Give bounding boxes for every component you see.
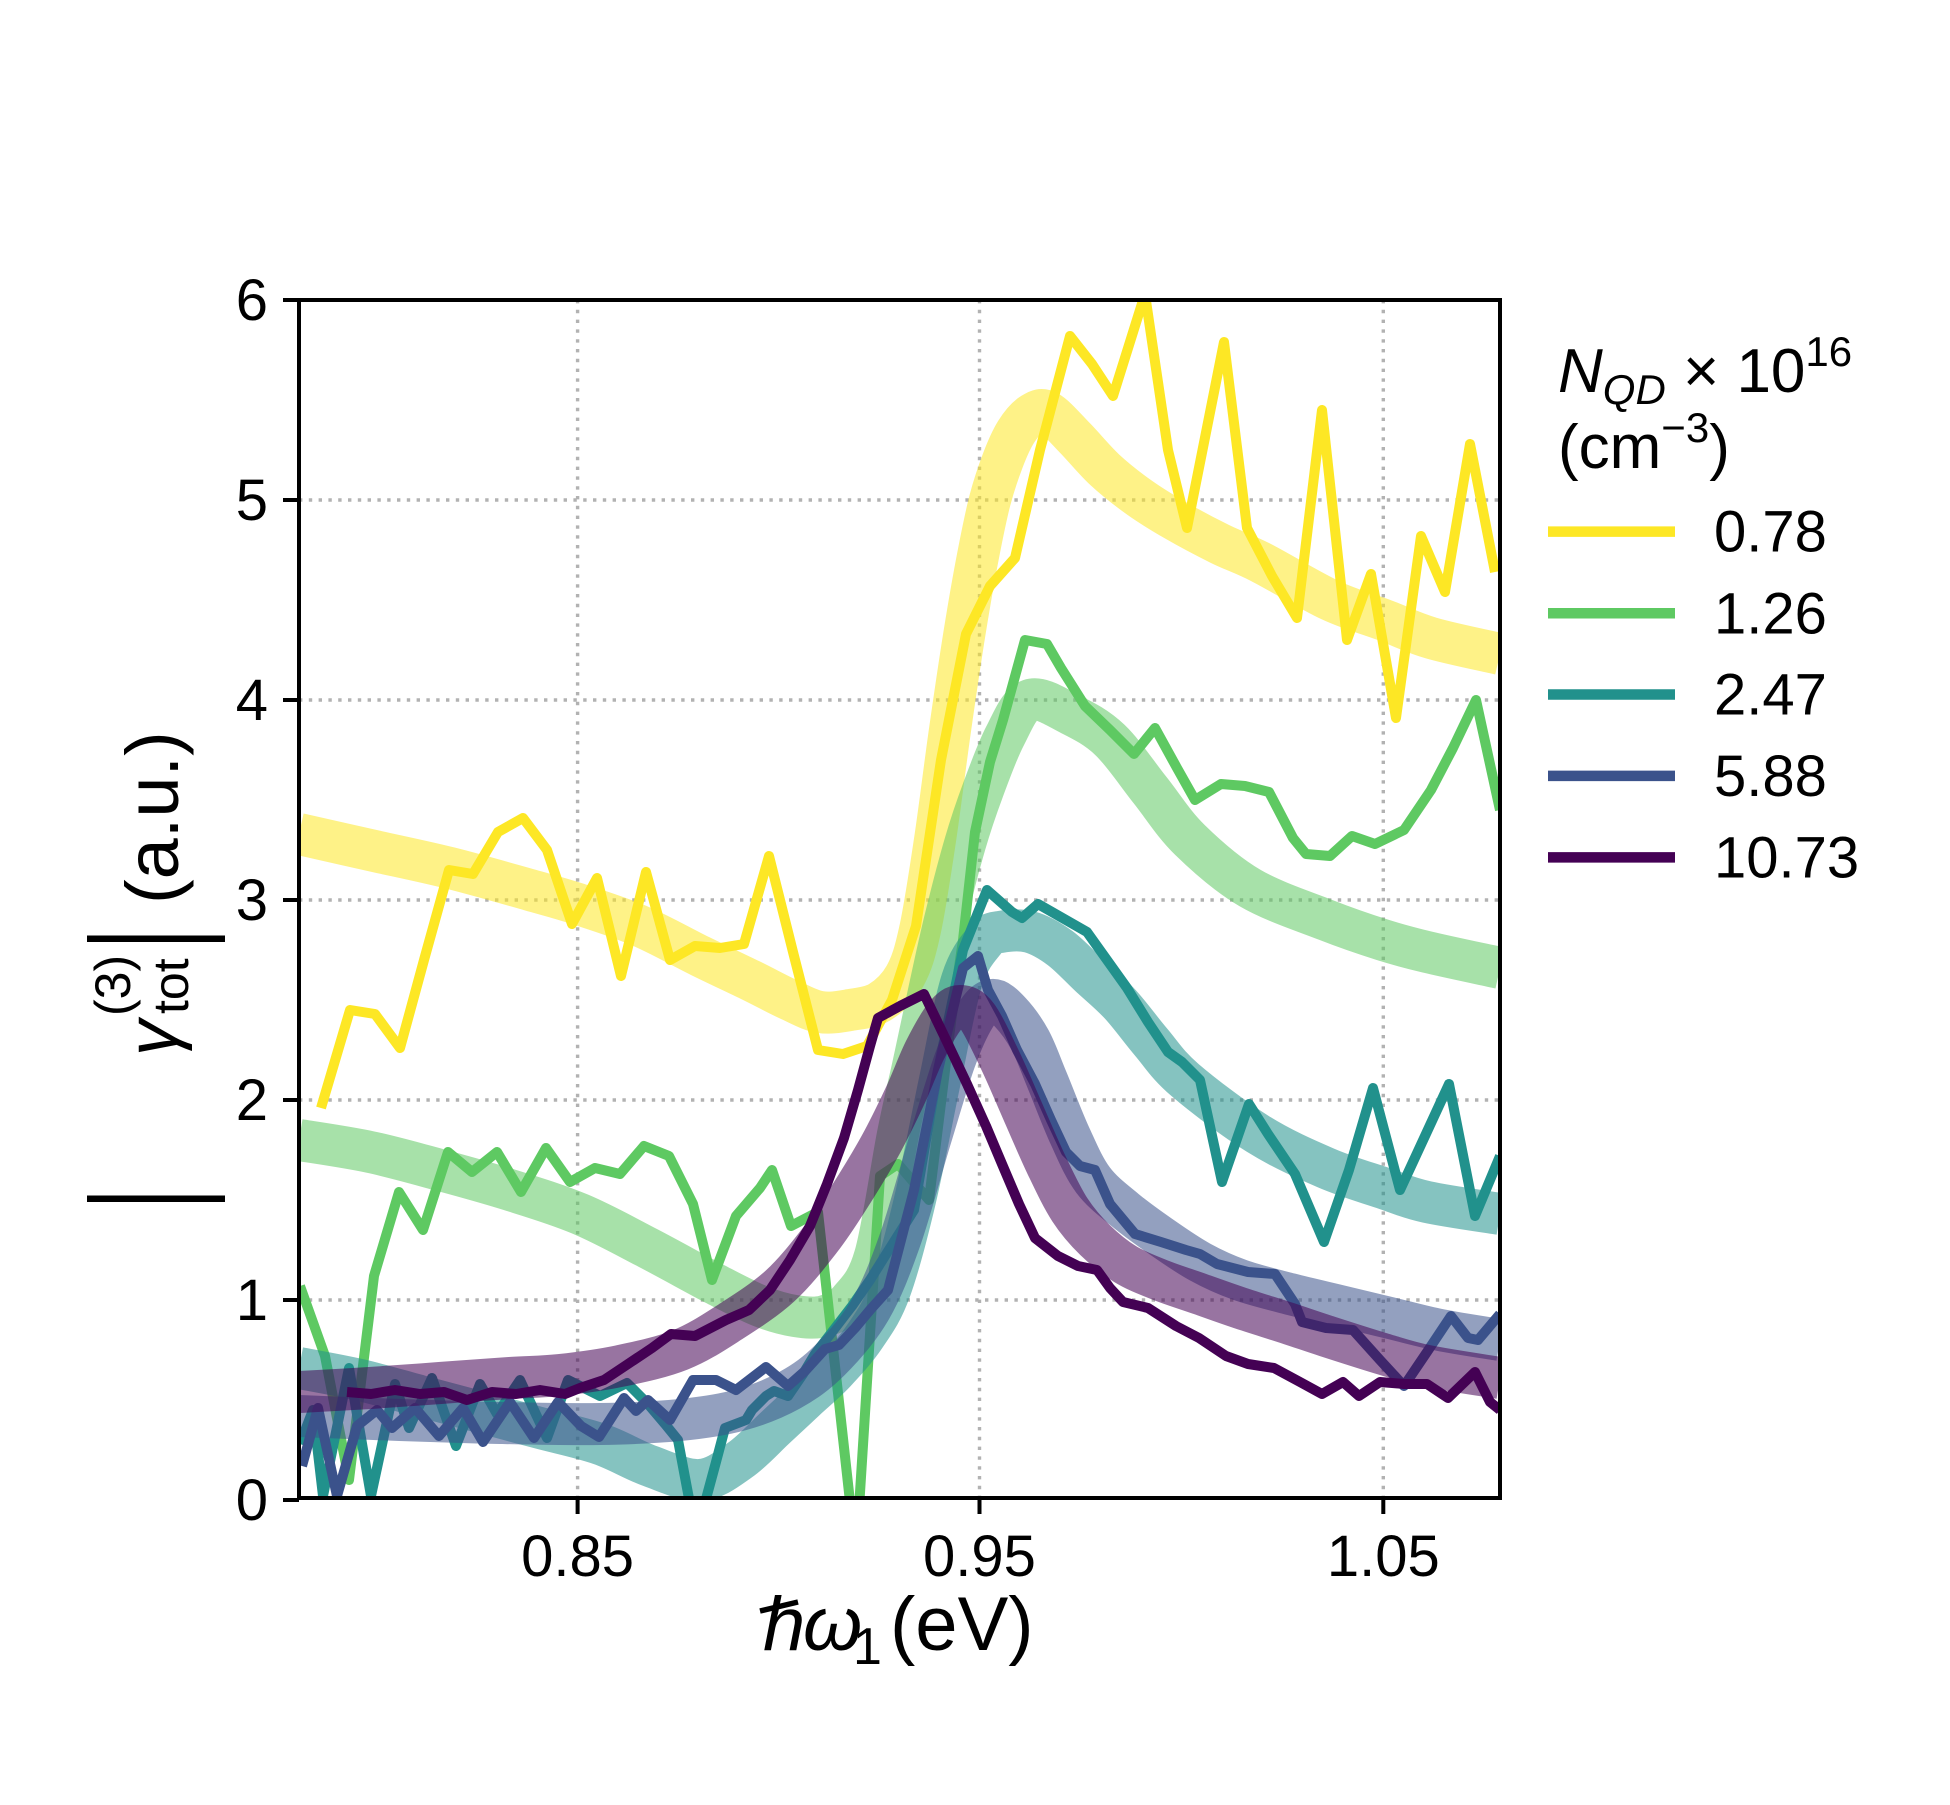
svg-text:ω: ω — [803, 1582, 862, 1667]
svg-text:(a.u.): (a.u.) — [111, 731, 194, 904]
svg-text:3: 3 — [236, 868, 268, 933]
svg-text:γ: γ — [113, 1016, 193, 1056]
svg-text:0: 0 — [236, 1468, 268, 1533]
svg-text:1.05: 1.05 — [1327, 1524, 1440, 1589]
svg-text:(3): (3) — [85, 955, 141, 1016]
svg-text:2: 2 — [236, 1068, 268, 1133]
svg-text:6: 6 — [236, 268, 268, 333]
svg-text:1: 1 — [853, 1618, 882, 1676]
svg-text:5: 5 — [236, 468, 268, 533]
svg-text:10.73: 10.73 — [1714, 825, 1859, 890]
svg-text:0.78: 0.78 — [1714, 500, 1827, 565]
svg-text:5.88: 5.88 — [1714, 744, 1827, 809]
svg-text:1.26: 1.26 — [1714, 581, 1827, 646]
svg-text:tot: tot — [143, 958, 199, 1014]
svg-text:0.85: 0.85 — [521, 1524, 634, 1589]
svg-text:h: h — [763, 1582, 805, 1667]
svg-text:0.95: 0.95 — [923, 1524, 1036, 1589]
svg-text:1: 1 — [236, 1268, 268, 1333]
svg-text:(eV): (eV) — [890, 1582, 1034, 1667]
svg-text:4: 4 — [236, 668, 268, 733]
svg-text:NQD × 1016: NQD × 1016 — [1558, 328, 1852, 413]
svg-text:2.47: 2.47 — [1714, 663, 1827, 728]
